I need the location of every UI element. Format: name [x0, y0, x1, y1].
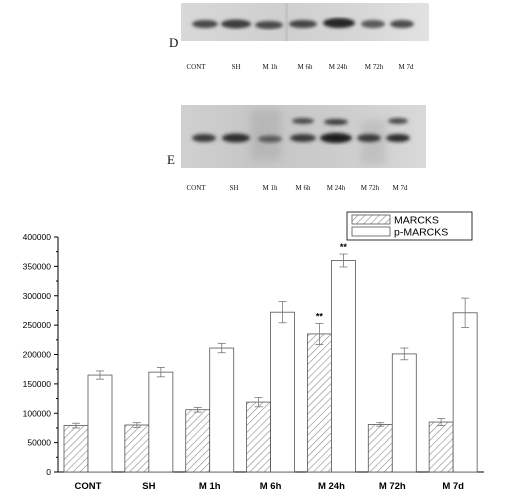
blot-d-lane-label: CONT: [186, 63, 206, 71]
y-tick-label: 50000: [27, 438, 51, 448]
y-tick-label: 400000: [23, 232, 52, 242]
blot-e-lane-label: M 72h: [360, 184, 380, 192]
blot-d-letter: D: [169, 35, 179, 50]
blot-e-lane-label: M 6h: [295, 184, 311, 192]
significance-marker: **: [316, 311, 324, 321]
blot-d-band: [221, 19, 251, 29]
blot-d-lane-label: M 1h: [262, 63, 278, 71]
x-category-label: M 72h: [379, 481, 406, 492]
blot-e-band: [324, 119, 348, 125]
blot-e-band: [388, 118, 408, 124]
blot-e-band: [357, 134, 381, 142]
bar-marcks: [367, 424, 393, 473]
blot-d-svg: [181, 3, 429, 41]
blot-d-band: [390, 20, 414, 28]
x-category-label: M 6h: [260, 481, 282, 492]
blot-d-band: [192, 20, 218, 28]
blot-e-band: [386, 134, 410, 142]
blot-e-letter: E: [167, 152, 175, 167]
chart-bars: [63, 253, 478, 473]
x-category-label: M 7d: [442, 481, 464, 492]
bar-marcks: [63, 425, 89, 473]
blot-e-image: [181, 105, 426, 168]
y-tick-label: 200000: [23, 350, 52, 360]
blot-d-band: [255, 21, 283, 29]
blot-d-lane-label: M 72h: [364, 63, 384, 71]
legend-swatch-p-marcks: [351, 226, 391, 237]
bar-marcks: [307, 333, 332, 473]
blot-d-image: [181, 3, 429, 41]
chart-labels: 0 50000 100000 150000 200000 250000 300000 3500…: [23, 232, 465, 492]
blot-e-lane-label: CONT: [186, 184, 206, 192]
x-category-label: CONT: [75, 481, 102, 492]
blot-e-band: [292, 118, 314, 124]
blot-e-lane-label: M 24h: [326, 184, 346, 192]
bar-p-marcks: [391, 353, 417, 473]
legend-swatch-marcks: [351, 214, 391, 225]
blot-e-band: [290, 134, 316, 142]
blot-e-lane-label: M 7d: [392, 184, 408, 192]
bar-p-marcks: [148, 371, 174, 473]
blot-e-band: [258, 135, 282, 143]
blot-d-lane-label: M 7d: [398, 63, 414, 71]
blot-e-lane-label: M 1h: [262, 184, 278, 192]
bar-marcks: [428, 421, 454, 473]
legend-label: MARCKS: [394, 215, 439, 227]
blot-d-lane-label: SH: [231, 63, 241, 71]
bar-p-marcks: [209, 347, 235, 473]
y-tick-label: 150000: [23, 379, 52, 389]
significance-marker: **: [340, 242, 348, 252]
bar-p-marcks: [270, 311, 295, 473]
bar-p-marcks: [452, 312, 478, 473]
blot-e-lane-label: SH: [229, 184, 239, 192]
y-tick-label: 0: [46, 467, 51, 477]
x-category-label: M 1h: [199, 481, 221, 492]
y-tick-label: 250000: [23, 320, 52, 330]
bar-marcks: [185, 409, 211, 473]
blot-e-band: [320, 133, 352, 143]
blot-d-lane-label: M 6h: [297, 63, 313, 71]
x-category-label: M 24h: [318, 481, 345, 492]
blot-e-svg: [181, 105, 426, 168]
blot-d-band: [361, 20, 385, 28]
blot-d-band: [289, 20, 317, 28]
y-tick-label: 300000: [23, 291, 52, 301]
y-tick-label: 100000: [23, 408, 52, 418]
bar-p-marcks: [87, 374, 113, 473]
bar-marcks: [246, 401, 271, 473]
blot-d-bands: [192, 18, 414, 29]
blot-d-band: [323, 18, 355, 28]
blot-e-band: [222, 133, 250, 143]
legend-label: p-MARCKS: [394, 227, 448, 239]
blot-e-band: [192, 134, 216, 142]
y-tick-label: 350000: [23, 261, 52, 271]
bar-p-marcks: [331, 260, 356, 473]
blot-e-bands: [192, 118, 410, 143]
x-category-label: SH: [142, 481, 155, 492]
blot-d-lane-label: M 24h: [328, 63, 348, 71]
bar-marcks: [124, 424, 150, 473]
